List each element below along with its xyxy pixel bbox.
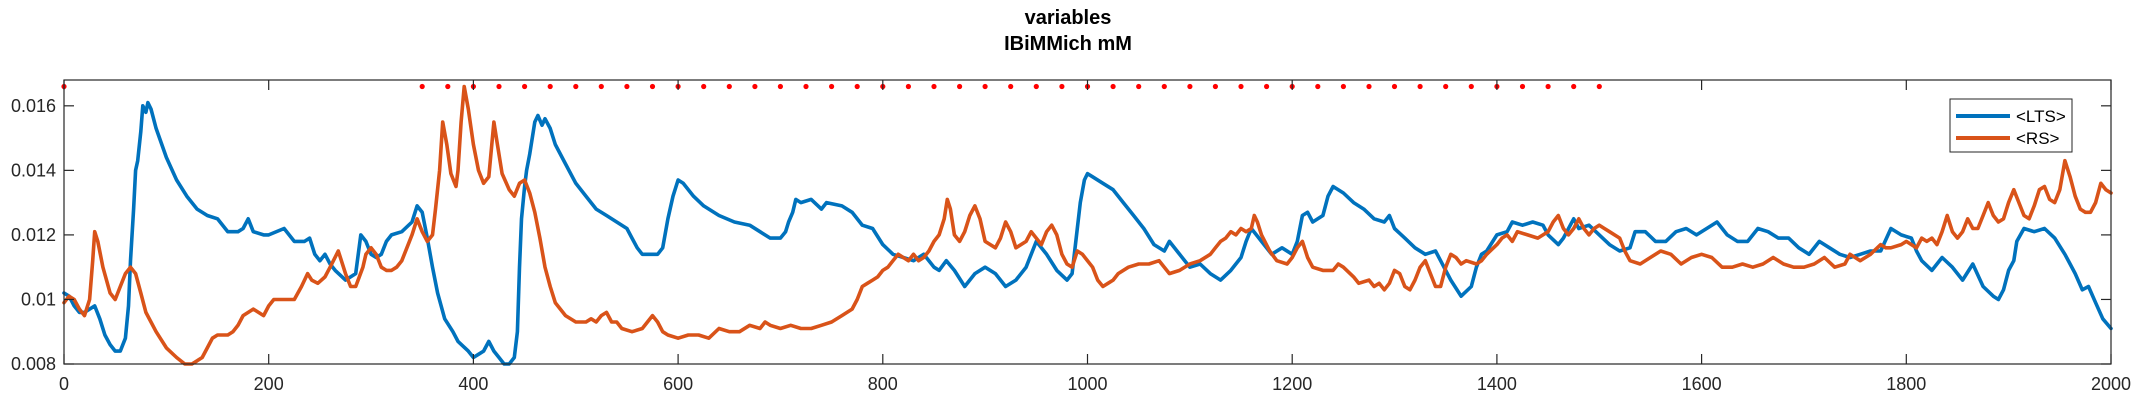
x-tick-label: 600 [663,374,693,394]
marker-dot [1264,83,1270,90]
marker-dot [982,83,988,90]
x-tick-label: 1400 [1477,374,1517,394]
marker-dot [624,83,630,90]
marker-dot [1161,83,1167,90]
chart-title: variables [1025,7,1112,29]
x-tick-label: 1600 [1682,374,1722,394]
marker-dot [598,83,604,90]
marker-dot [445,83,451,90]
series-line-rs [62,84,2113,366]
x-tick-label: 0 [59,374,69,394]
y-tick-label: 0.008 [11,354,56,374]
x-tick-label: 2000 [2091,374,2131,394]
marker-dot [957,83,963,90]
marker-dot [1008,83,1014,90]
marker-dot [1238,83,1244,90]
marker-dot [1187,83,1193,90]
marker-dot [829,83,835,90]
marker-dot [1136,83,1142,90]
marker-dot [547,83,553,90]
marker-dot [1059,83,1065,90]
marker-dot [905,83,912,90]
marker-layer [61,83,1602,90]
marker-dot [1366,83,1372,90]
marker-dot [1596,83,1602,90]
marker-dot [803,83,809,90]
chart-subtitle: IBiMMich mM [1004,33,1132,55]
marker-dot [931,83,937,90]
x-tick-label: 200 [254,374,284,394]
marker-dot [649,83,656,90]
y-tick-label: 0.016 [11,96,56,116]
legend-label-rs: <RS> [2016,129,2060,148]
marker-dot [1033,83,1039,90]
y-axis: 0.008 0.01 0.012 0.014 0.016 [11,96,2111,374]
y-tick-label: 0.01 [21,289,56,309]
marker-dot [1315,83,1321,90]
x-tick-label: 1200 [1272,374,1312,394]
plot-area-frame [63,79,2112,365]
y-tick-label: 0.012 [11,225,56,245]
marker-dot [1340,83,1346,90]
marker-dot [522,83,528,90]
marker-dot [573,83,579,90]
marker-dot [1571,83,1577,90]
series-line-lts [62,100,2113,366]
x-axis: 0 200 400 600 800 1000 1200 1400 1600 1800 2000 [59,80,2131,394]
legend-box [1949,98,2073,153]
legend: <LTS> <RS> [1949,98,2073,153]
x-tick-label: 1000 [1067,374,1107,394]
marker-dot [752,83,758,90]
marker-dot [1545,83,1551,90]
marker-dot [1443,83,1449,90]
legend-label-lts: <LTS> [2016,107,2066,126]
x-tick-label: 800 [868,374,898,394]
marker-dot [419,83,425,90]
series-layer [62,84,2113,366]
marker-dot [726,83,732,90]
marker-dot [1110,83,1116,90]
marker-dot [1519,83,1526,90]
marker-dot [1212,83,1218,90]
marker-dot [496,83,502,90]
marker-dot [1417,83,1423,90]
marker-dot [701,83,707,90]
marker-dot [854,83,860,90]
marker-dot [1468,83,1474,90]
marker-dot [777,83,784,90]
x-tick-label: 1800 [1886,374,1926,394]
x-tick-label: 400 [458,374,488,394]
y-tick-label: 0.014 [11,160,56,180]
marker-dot [1391,83,1398,90]
